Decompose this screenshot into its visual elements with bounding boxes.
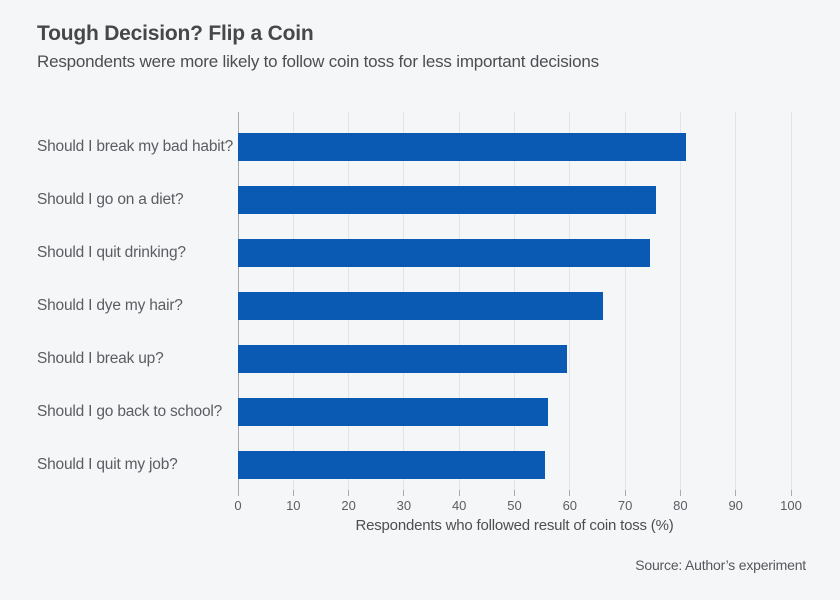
- category-label: Should I break up?: [37, 350, 164, 368]
- gridline: [624, 112, 626, 490]
- bar: [238, 451, 545, 480]
- x-tick-label: 10: [286, 498, 301, 513]
- x-tick-label: 40: [451, 498, 467, 513]
- x-tick: [348, 490, 350, 496]
- x-tick: [403, 490, 405, 496]
- x-tick-label: 80: [673, 498, 688, 513]
- x-tick: [735, 490, 737, 496]
- bar: [238, 132, 686, 161]
- chart-row: Should I quit drinking?: [0, 226, 840, 279]
- x-tick: [458, 490, 460, 496]
- x-tick-label: 0: [234, 498, 242, 513]
- gridline: [679, 112, 681, 490]
- x-tick-label: 100: [780, 498, 802, 513]
- bar-track: [238, 398, 791, 427]
- x-tick: [569, 490, 571, 496]
- x-tick: [790, 490, 792, 496]
- x-tick: [237, 490, 239, 496]
- chart-row: Should I go back to school?: [0, 386, 840, 439]
- chart-row: Should I break my bad habit?: [0, 120, 840, 173]
- bar-track: [238, 345, 791, 374]
- category-label: Should I go on a diet?: [37, 190, 184, 208]
- category-label: Should I break my bad habit?: [37, 137, 234, 155]
- bar-track: [238, 238, 791, 267]
- gridline: [790, 112, 792, 490]
- bar-track: [238, 291, 791, 320]
- category-label: Should I quit my job?: [37, 456, 178, 474]
- chart-subtitle: Respondents were more likely to follow c…: [37, 52, 599, 71]
- category-label: Should I quit drinking?: [37, 243, 186, 261]
- bar: [238, 398, 548, 427]
- x-tick: [514, 490, 515, 496]
- bar: [238, 185, 656, 214]
- category-label: Should I dye my hair?: [37, 296, 183, 314]
- chart-title: Tough Decision? Flip a Coin: [37, 22, 314, 45]
- bar-rows: Should I break my bad habit? Should I go …: [0, 120, 840, 492]
- x-axis-title: Respondents who followed result of coin …: [355, 517, 674, 534]
- x-tick: [292, 490, 294, 496]
- gridline: [735, 112, 737, 490]
- x-tick-label: 90: [728, 498, 743, 513]
- x-tick: [679, 490, 681, 496]
- chart-row: Should I dye my hair?: [0, 279, 840, 332]
- x-tick-label: 60: [562, 498, 578, 513]
- chart-row: Should I break up?: [0, 333, 840, 386]
- category-label: Should I go back to school?: [37, 403, 223, 421]
- bar: [238, 345, 568, 374]
- bar-track: [238, 451, 791, 480]
- chart-row: Should I quit my job?: [0, 439, 840, 492]
- bar-track: [238, 132, 791, 161]
- x-tick-label: 30: [396, 498, 412, 513]
- x-tick-label: 20: [341, 498, 356, 513]
- chart-row: Should I go on a diet?: [0, 173, 840, 226]
- bar: [238, 238, 650, 267]
- x-tick-label: 50: [507, 498, 522, 513]
- bar-track: [238, 185, 791, 214]
- x-tick-label: 70: [617, 498, 633, 513]
- source-note: Source: Author’s experiment: [635, 557, 806, 573]
- x-tick: [624, 490, 626, 496]
- bar: [238, 291, 603, 320]
